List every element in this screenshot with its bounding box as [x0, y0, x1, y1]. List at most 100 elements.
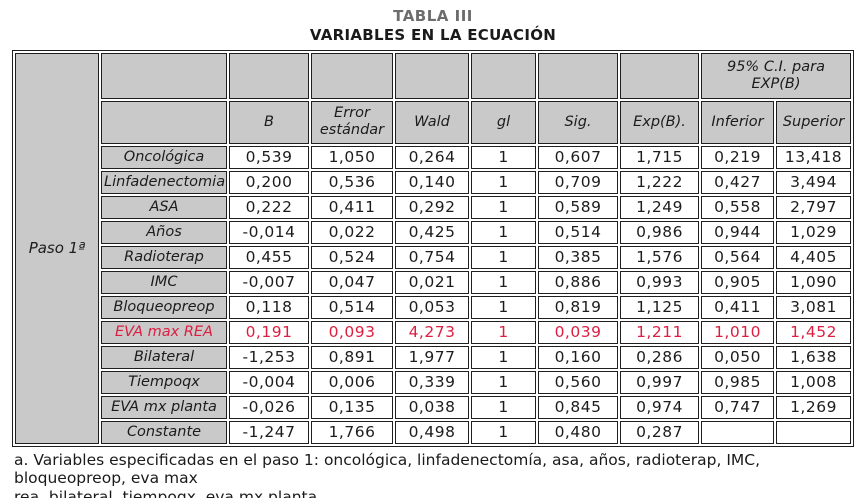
value-cell: 1,029 [776, 220, 851, 244]
value-cell: 0,191 [229, 320, 309, 344]
row-label-cell: Constante [101, 420, 227, 444]
header-spacer-cell [620, 52, 699, 99]
value-cell: -1,253 [229, 345, 309, 369]
value-cell: 1 [471, 320, 536, 344]
value-cell: 1,638 [776, 345, 851, 369]
value-cell: 0,455 [229, 245, 309, 269]
value-cell: 0,039 [538, 320, 618, 344]
value-cell: -0,014 [229, 220, 309, 244]
header-spacer-cell [471, 52, 536, 99]
value-cell: 1 [471, 295, 536, 319]
value-cell: 0,286 [620, 345, 699, 369]
value-cell: 1 [471, 395, 536, 419]
value-cell: 1 [471, 420, 536, 444]
value-cell: 0,993 [620, 270, 699, 294]
value-cell: 0,944 [701, 220, 774, 244]
value-cell: -1,247 [229, 420, 309, 444]
row-label-cell: Radioterap [101, 245, 227, 269]
column-header-wald: Wald [395, 100, 469, 144]
value-cell: 1,222 [620, 170, 699, 194]
value-cell: 1,766 [311, 420, 393, 444]
value-cell: 1,576 [620, 245, 699, 269]
header-spacer-cell [229, 52, 309, 99]
footnote-line-2: rea, bilateral, tiempoqx, eva mx planta [14, 488, 318, 498]
table-row-oncologica: Oncológica 0,539 1,050 0,264 1 0,607 1,7… [15, 145, 851, 169]
value-cell: 3,494 [776, 170, 851, 194]
table-row-linfadenectomia: Linfadenectomia 0,200 0,536 0,140 1 0,70… [15, 170, 851, 194]
header-spacer-cell [395, 52, 469, 99]
value-cell: 0,222 [229, 195, 309, 219]
value-cell: 0,425 [395, 220, 469, 244]
value-cell: 0,022 [311, 220, 393, 244]
table-caption: TABLA III VARIABLES EN LA ECUACIÓN [0, 0, 866, 45]
value-cell: 1,010 [701, 320, 774, 344]
value-cell: 2,797 [776, 195, 851, 219]
table-row-eva-max-rea-highlighted: EVA max REA 0,191 0,093 4,273 1 0,039 1,… [15, 320, 851, 344]
row-label-cell: EVA mx planta [101, 395, 227, 419]
table-footnote: a. Variables especificadas en el paso 1:… [14, 451, 854, 498]
value-cell: -0,004 [229, 370, 309, 394]
table-row-imc: IMC -0,007 0,047 0,021 1 0,886 0,993 0,9… [15, 270, 851, 294]
value-cell: 1 [471, 370, 536, 394]
value-cell: 0,006 [311, 370, 393, 394]
value-cell: 0,498 [395, 420, 469, 444]
value-cell: 0,047 [311, 270, 393, 294]
value-cell: 1 [471, 195, 536, 219]
value-cell: 1,452 [776, 320, 851, 344]
column-header-inferior: Inferior [701, 100, 774, 144]
ci-95-header-cell: 95% C.I. para EXP(B) [701, 52, 851, 99]
value-cell: 1,715 [620, 145, 699, 169]
row-label-cell: Bloqueopreop [101, 295, 227, 319]
value-cell: 0,264 [395, 145, 469, 169]
value-cell: 0,985 [701, 370, 774, 394]
value-cell: 0,524 [311, 245, 393, 269]
empty-value-cell [701, 420, 774, 444]
header-spacer-cell [538, 52, 618, 99]
value-cell: 0,135 [311, 395, 393, 419]
table-row-bilateral: Bilateral -1,253 0,891 1,977 1 0,160 0,2… [15, 345, 851, 369]
value-cell: 0,891 [311, 345, 393, 369]
table-row-radioterap: Radioterap 0,455 0,524 0,754 1 0,385 1,5… [15, 245, 851, 269]
value-cell: 0,607 [538, 145, 618, 169]
value-cell: 0,411 [701, 295, 774, 319]
value-cell: 0,219 [701, 145, 774, 169]
value-cell: 1,050 [311, 145, 393, 169]
row-label-cell: EVA max REA [101, 320, 227, 344]
value-cell: 1 [471, 270, 536, 294]
empty-value-cell [776, 420, 851, 444]
row-label-cell: Bilateral [101, 345, 227, 369]
header-spacer-cell [101, 52, 227, 99]
step-cell: Paso 1ª [15, 52, 99, 444]
row-label-cell: IMC [101, 270, 227, 294]
value-cell: 0,411 [311, 195, 393, 219]
value-cell: 1 [471, 145, 536, 169]
value-cell: -0,007 [229, 270, 309, 294]
column-header-b: B [229, 100, 309, 144]
value-cell: 0,118 [229, 295, 309, 319]
value-cell: 0,200 [229, 170, 309, 194]
value-cell: 0,886 [538, 270, 618, 294]
value-cell: 3,081 [776, 295, 851, 319]
value-cell: 4,405 [776, 245, 851, 269]
value-cell: 0,819 [538, 295, 618, 319]
value-cell: 1 [471, 245, 536, 269]
value-cell: 1 [471, 220, 536, 244]
table-row-asa: ASA 0,222 0,411 0,292 1 0,589 1,249 0,55… [15, 195, 851, 219]
value-cell: 0,536 [311, 170, 393, 194]
table-row-tiempoqx: Tiempoqx -0,004 0,006 0,339 1 0,560 0,99… [15, 370, 851, 394]
value-cell: 0,292 [395, 195, 469, 219]
column-header-sig: Sig. [538, 100, 618, 144]
value-cell: 0,997 [620, 370, 699, 394]
value-cell: 0,564 [701, 245, 774, 269]
header-row-columns: B Error estándar Wald gl Sig. Exp(B). In… [15, 100, 851, 144]
row-label-cell: Oncológica [101, 145, 227, 169]
value-cell: 0,974 [620, 395, 699, 419]
value-cell: 0,845 [538, 395, 618, 419]
value-cell: 0,480 [538, 420, 618, 444]
value-cell: 0,021 [395, 270, 469, 294]
header-spacer-cell [101, 100, 227, 144]
value-cell: 13,418 [776, 145, 851, 169]
header-row-ci: Paso 1ª 95% C.I. para EXP(B) [15, 52, 851, 444]
value-cell: 1 [471, 345, 536, 369]
value-cell: 0,385 [538, 245, 618, 269]
